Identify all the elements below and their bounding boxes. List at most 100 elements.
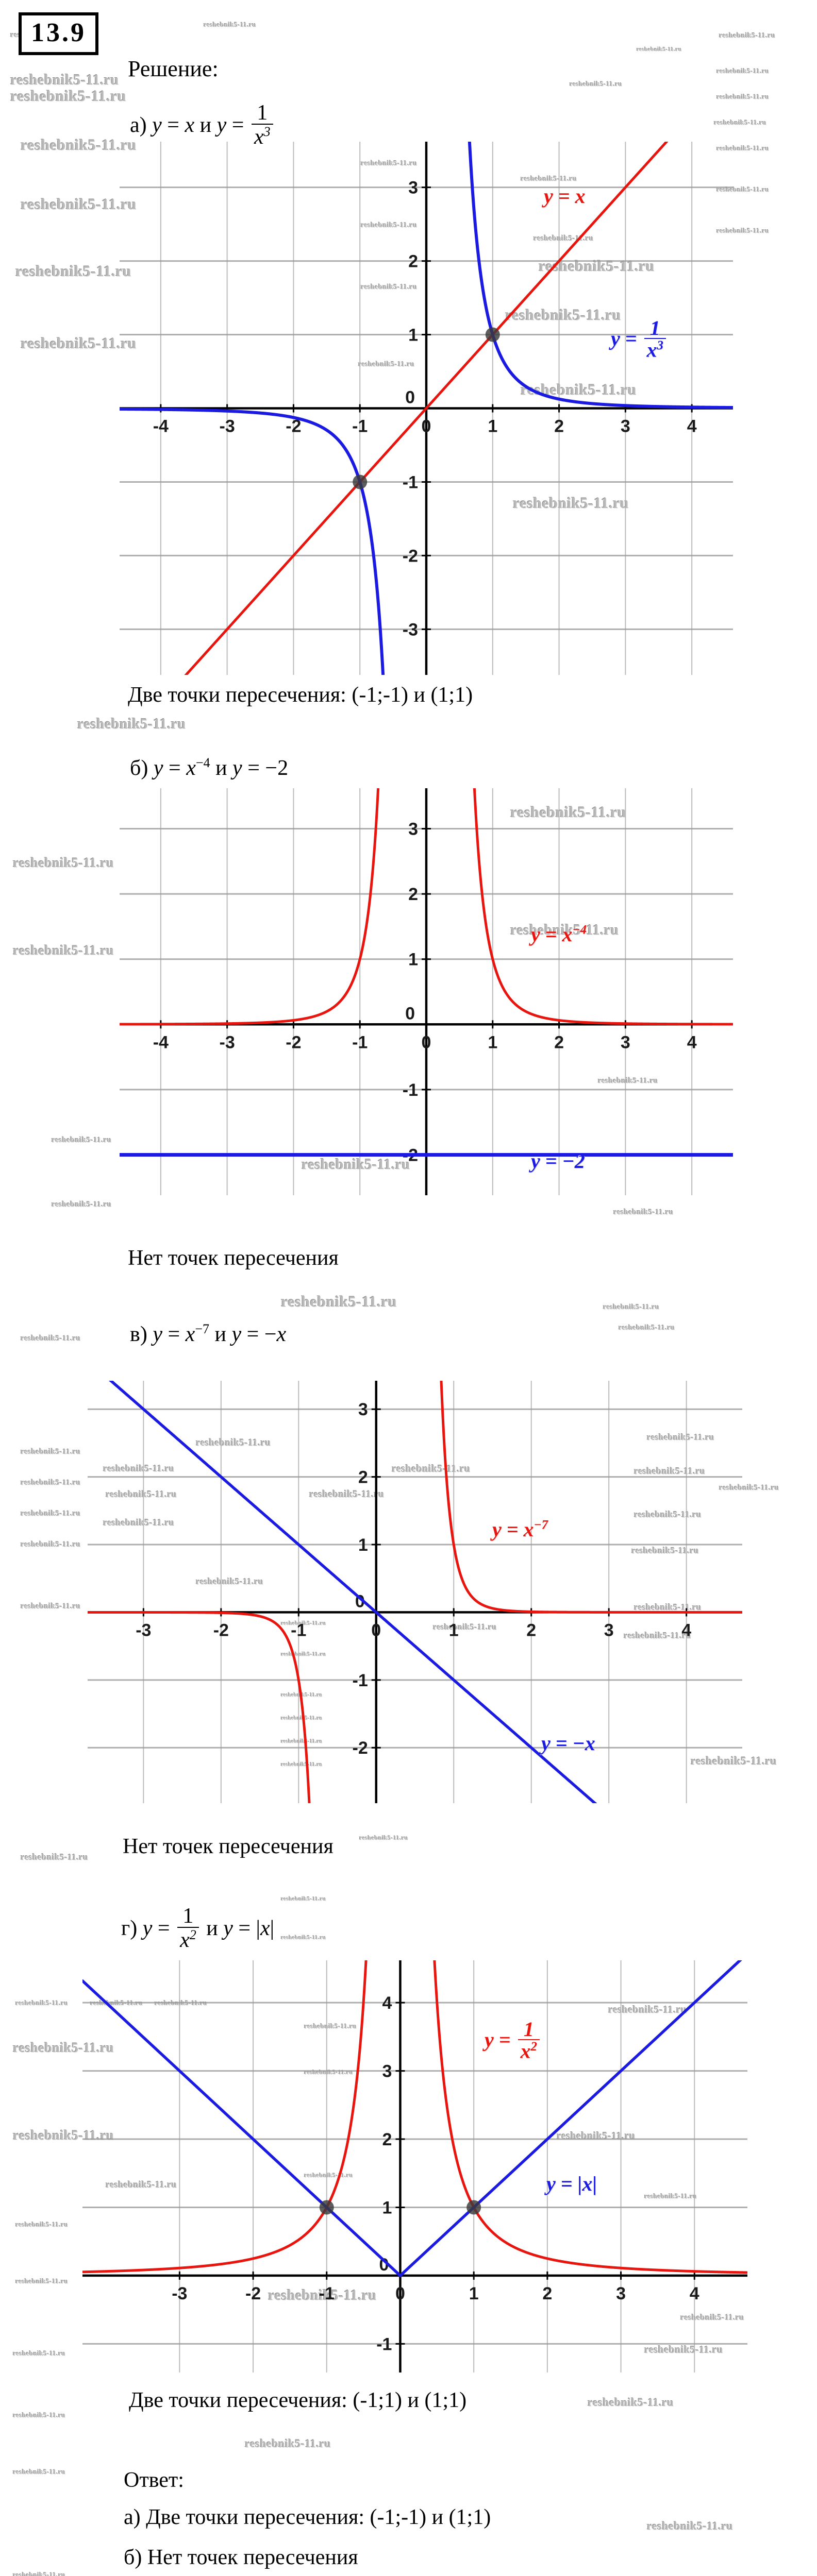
- svg-text:4: 4: [687, 417, 697, 436]
- svg-text:3: 3: [621, 417, 630, 436]
- watermark: reshebnik5-11.ru: [21, 1602, 81, 1611]
- svg-text:2: 2: [542, 2284, 552, 2303]
- watermark: reshebnik5-11.ru: [15, 263, 131, 280]
- watermark: reshebnik5-11.ru: [13, 2571, 66, 2576]
- part-g-marker: г): [121, 1916, 138, 1940]
- svg-text:0: 0: [405, 388, 415, 408]
- watermark: reshebnik5-11.ru: [21, 1479, 81, 1487]
- watermark: reshebnik5-11.ru: [281, 1293, 397, 1310]
- svg-text:-1: -1: [352, 1032, 368, 1052]
- answer-heading: Ответ:: [124, 2468, 184, 2492]
- watermark: reshebnik5-11.ru: [647, 2519, 733, 2532]
- watermark: reshebnik5-11.ru: [613, 1208, 674, 1216]
- watermark: reshebnik5-11.ru: [619, 1324, 675, 1332]
- watermark: reshebnik5-11.ru: [13, 2411, 66, 2419]
- watermark: reshebnik5-11.ru: [13, 943, 114, 958]
- watermark: reshebnik5-11.ru: [719, 32, 776, 40]
- part-v-marker: в): [130, 1323, 147, 1346]
- frac-numerator: 1: [518, 2019, 540, 2040]
- svg-text:-2: -2: [286, 1032, 301, 1052]
- svg-text:-3: -3: [136, 1620, 151, 1640]
- svg-text:2: 2: [408, 885, 418, 904]
- watermark: reshebnik5-11.ru: [13, 2468, 66, 2476]
- curve-label-one-over-x-squared: y = 1 x2: [485, 2019, 542, 2063]
- svg-text:0: 0: [371, 1620, 381, 1640]
- part-g-statement: г) y = 1 x2 и y = |x|: [121, 1904, 275, 1952]
- svg-text:3: 3: [408, 178, 418, 198]
- watermark: reshebnik5-11.ru: [52, 1136, 112, 1144]
- svg-text:0: 0: [422, 417, 431, 436]
- graph-part-b: -4 -3 -2 -1 0 1 2 3 4 -2 -1 0 1 2 3: [120, 788, 733, 1195]
- svg-text:3: 3: [408, 819, 418, 839]
- watermark: reshebnik5-11.ru: [21, 1334, 81, 1343]
- svg-text:1: 1: [408, 950, 418, 970]
- part-b-conclusion: Нет точек пересечения: [128, 1246, 339, 1270]
- part-b-marker: б): [130, 756, 148, 780]
- svg-text:0: 0: [395, 2284, 405, 2303]
- curve-label-y-equals-abs-x: y = |x|: [546, 2172, 597, 2195]
- svg-text:0: 0: [422, 1032, 431, 1052]
- svg-text:-1: -1: [403, 472, 418, 492]
- curve-label-one-over-x-cubed: y = 1 x3: [611, 318, 668, 361]
- problem-number: 13.9: [19, 12, 98, 55]
- watermark: reshebnik5-11.ru: [204, 21, 257, 28]
- svg-text:4: 4: [382, 1993, 392, 2013]
- watermark: reshebnik5-11.ru: [716, 67, 770, 75]
- svg-text:-4: -4: [153, 1032, 169, 1052]
- graph-part-a: -4 -3 -2 -1 0 1 2 3 4 -3 -2 -1 0 1 2 3: [120, 142, 733, 675]
- part-g-conclusion: Две точки пересечения: (-1;1) и (1;1): [129, 2388, 467, 2412]
- svg-text:-2: -2: [245, 2284, 261, 2303]
- watermark: reshebnik5-11.ru: [15, 2277, 69, 2285]
- svg-text:3: 3: [604, 1620, 614, 1640]
- frac-denominator: x2: [520, 2039, 537, 2063]
- svg-text:4: 4: [681, 1620, 691, 1640]
- part-v-statement: в) y = x−7 и y = −x: [130, 1321, 287, 1346]
- curve-label-y-equals-minus-x: y = −x: [541, 1732, 595, 1755]
- watermark: reshebnik5-11.ru: [281, 1896, 326, 1902]
- svg-text:2: 2: [382, 2130, 392, 2149]
- part-a-marker: а): [130, 113, 147, 137]
- watermark: reshebnik5-11.ru: [15, 2221, 69, 2228]
- frac-denominator: x3: [646, 338, 663, 362]
- watermark: reshebnik5-11.ru: [588, 2396, 674, 2409]
- svg-text:-1: -1: [352, 417, 368, 436]
- svg-text:-3: -3: [403, 620, 418, 639]
- svg-text:-2: -2: [403, 546, 418, 566]
- watermark: reshebnik5-11.ru: [21, 1510, 81, 1518]
- watermark: reshebnik5-11.ru: [245, 2437, 331, 2450]
- svg-text:3: 3: [616, 2284, 626, 2303]
- svg-text:2: 2: [408, 252, 418, 272]
- curve-label-x-power-minus-four: y = x−4: [531, 923, 587, 946]
- watermark: reshebnik5-11.ru: [603, 1303, 660, 1311]
- svg-text:2: 2: [526, 1620, 536, 1640]
- svg-text:3: 3: [621, 1032, 630, 1052]
- watermark: reshebnik5-11.ru: [637, 46, 682, 53]
- curve-label-x-power-minus-seven: y = x−7: [492, 1518, 548, 1541]
- solution-heading: Решение:: [128, 56, 219, 81]
- svg-text:1: 1: [449, 1620, 459, 1640]
- svg-text:1: 1: [358, 1535, 368, 1555]
- svg-text:3: 3: [358, 1400, 368, 1419]
- svg-text:2: 2: [554, 417, 564, 436]
- watermark: reshebnik5-11.ru: [10, 72, 119, 88]
- watermark: reshebnik5-11.ru: [52, 1200, 112, 1209]
- watermark: reshebnik5-11.ru: [13, 2349, 66, 2357]
- svg-text:-4: -4: [153, 417, 169, 436]
- svg-text:-1: -1: [319, 2284, 335, 2303]
- frac-numerator: 1: [644, 318, 666, 339]
- answer-item-a: а) Две точки пересечения: (-1;-1) и (1;1…: [124, 2505, 491, 2529]
- svg-text:-1: -1: [376, 2334, 392, 2354]
- svg-text:-2: -2: [213, 1620, 229, 1640]
- svg-text:1: 1: [408, 326, 418, 345]
- part-b-statement: б) y = x−4 и y = −2: [130, 755, 289, 780]
- svg-text:-2: -2: [353, 1738, 368, 1758]
- watermark: reshebnik5-11.ru: [13, 855, 114, 870]
- svg-text:1: 1: [488, 1032, 497, 1052]
- svg-text:2: 2: [358, 1468, 368, 1487]
- part-a-statement: а) y = x и y = 1 x3: [130, 102, 275, 148]
- watermark: reshebnik5-11.ru: [281, 1935, 326, 1941]
- svg-text:-1: -1: [291, 1620, 306, 1640]
- svg-text:3: 3: [382, 2062, 392, 2081]
- svg-text:4: 4: [690, 2284, 699, 2303]
